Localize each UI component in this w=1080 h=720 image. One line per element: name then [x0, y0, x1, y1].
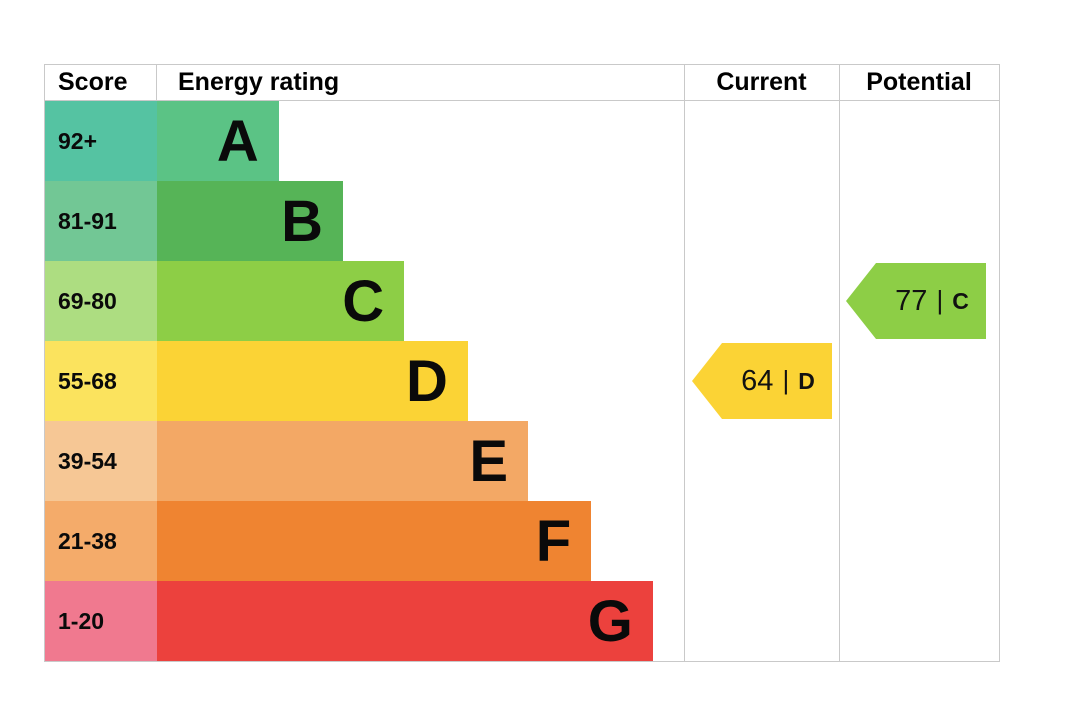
rating-band-bar: B [157, 181, 344, 261]
current-separator: | [782, 364, 790, 395]
current-rating-arrow: 64 | D [692, 343, 832, 419]
rating-bands: 92+ A 81-91 B 69-80 C 55-68 D [45, 101, 999, 661]
potential-column-divider [839, 65, 840, 661]
rating-band-row: 92+ A [45, 101, 999, 181]
rating-band-letter: E [469, 429, 508, 494]
rating-band-bar: E [157, 421, 528, 501]
score-range-label: 69-80 [45, 261, 157, 341]
rating-bar-area: G [157, 581, 684, 661]
rating-band-bar: A [157, 101, 279, 181]
score-range-label: 55-68 [45, 341, 157, 421]
rating-bar-area: F [157, 501, 684, 581]
rating-band-bar: D [157, 341, 468, 421]
rating-bar-area: D [157, 341, 684, 421]
score-range-label: 92+ [45, 101, 157, 181]
potential-column-header: Potential [866, 68, 972, 96]
rating-bar-area: E [157, 421, 684, 501]
epc-rating-chart: Score Energy rating Current Potential 92… [44, 64, 1000, 662]
score-range-label: 81-91 [45, 181, 157, 261]
score-range-label: 21-38 [45, 501, 157, 581]
rating-band-letter: F [535, 509, 572, 574]
rating-band-row: 69-80 C [45, 261, 999, 341]
potential-score-value: 77 [895, 284, 928, 317]
rating-band-letter: D [406, 349, 448, 414]
potential-band-letter: C [952, 287, 969, 314]
rating-band-row: 39-54 E [45, 421, 999, 501]
rating-bar-area: A [157, 101, 684, 181]
rating-band-bar: G [157, 581, 653, 661]
current-column-divider [684, 65, 685, 661]
rating-band-bar: C [157, 261, 405, 341]
energy-rating-column-header: Energy rating [178, 68, 340, 96]
rating-bar-area: C [157, 261, 684, 341]
rating-band-letter: A [216, 109, 259, 174]
current-column-header: Current [716, 68, 807, 96]
current-band-letter: D [798, 367, 815, 394]
potential-separator: | [936, 284, 944, 315]
rating-band-bar: F [157, 501, 592, 581]
rating-band-letter: B [281, 189, 324, 254]
rating-band-letter: C [342, 269, 385, 334]
potential-rating-arrow: 77 | C [846, 263, 986, 339]
rating-band-letter: G [587, 589, 633, 654]
rating-band-row: 21-38 F [45, 501, 999, 581]
rating-band-row: 81-91 B [45, 181, 999, 261]
rating-bar-area: B [157, 181, 684, 261]
rating-band-row: 55-68 D [45, 341, 999, 421]
score-range-label: 39-54 [45, 421, 157, 501]
score-column-header: Score [45, 65, 157, 100]
rating-band-row: 1-20 G [45, 581, 999, 661]
score-range-label: 1-20 [45, 581, 157, 661]
table-header: Score Energy rating Current Potential [45, 65, 999, 101]
current-score-value: 64 [741, 364, 774, 397]
